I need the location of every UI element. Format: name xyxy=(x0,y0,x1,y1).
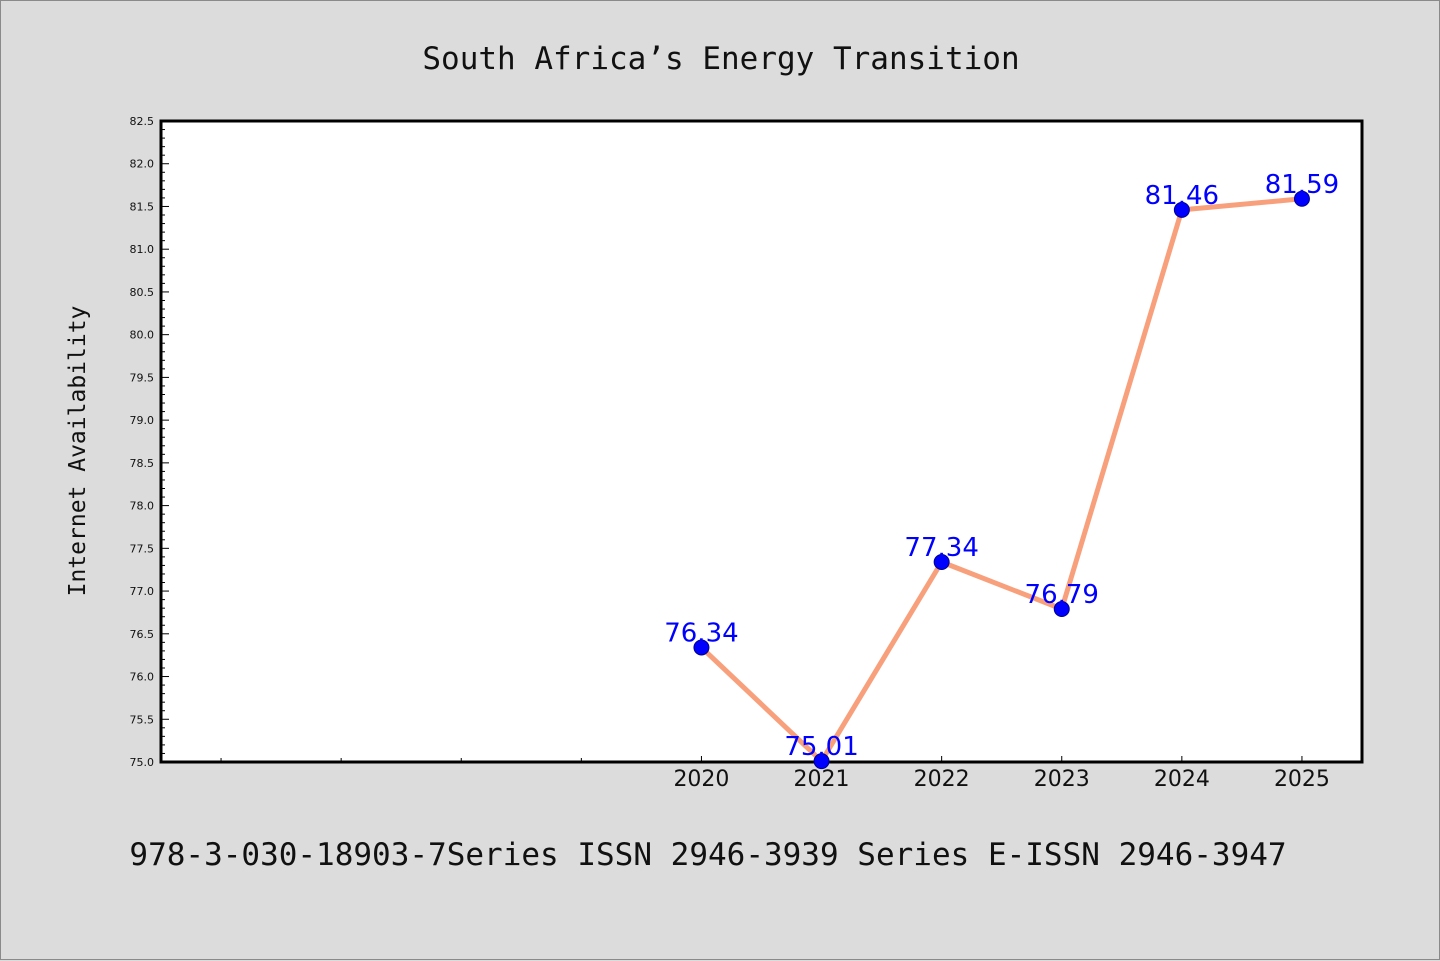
y-axis-label: Internet Availability xyxy=(65,306,91,597)
y-tick-label: 79.5 xyxy=(130,371,155,384)
y-tick-label: 78.5 xyxy=(130,457,155,470)
chart-title: South Africa’s Energy Transition xyxy=(422,41,1019,77)
x-tick-label: 2021 xyxy=(794,767,850,792)
x-tick-label: 2025 xyxy=(1274,767,1330,792)
data-point-marker xyxy=(693,639,710,656)
data-label: 76.79 xyxy=(1025,580,1099,610)
data-point-marker xyxy=(1293,190,1310,207)
data-label: 76.34 xyxy=(664,618,738,648)
data-point-marker xyxy=(1053,601,1070,618)
x-tick-label: 2020 xyxy=(673,767,729,792)
data-point-marker xyxy=(1173,201,1190,218)
data-label: 75.01 xyxy=(784,732,858,762)
x-tick-label: 2023 xyxy=(1034,767,1090,792)
plot-area xyxy=(159,119,1364,764)
series-line xyxy=(698,196,1305,764)
x-tick-label: 2022 xyxy=(914,767,970,792)
y-tick-label: 82.5 xyxy=(130,115,155,128)
y-tick-label: 81.5 xyxy=(130,200,155,213)
y-axis-ticks: 75.0 75.5 76.0 76.5 77.0 77.5 78.0 78.5 79.0 79.5… xyxy=(130,115,169,769)
x-axis-ticks: 2020 2021 2022 2023 2024 2025 xyxy=(220,756,1330,792)
data-point-marker xyxy=(933,554,950,571)
data-point-marker xyxy=(813,753,830,770)
data-label: 81.59 xyxy=(1265,170,1339,200)
footer-text: 978-3-030-18903-7Series ISSN 2946-3939 S… xyxy=(129,837,1286,873)
y-tick-label: 75.5 xyxy=(130,713,155,726)
series-line-group: 76.34 75.01 77.34 76.79 81.46 81.59 xyxy=(664,170,1339,770)
y-tick-label: 79.0 xyxy=(130,414,155,427)
y-tick-label: 76.5 xyxy=(130,628,155,641)
y-tick-label: 82.0 xyxy=(130,158,155,171)
x-tick-label: 2024 xyxy=(1154,767,1210,792)
y-tick-label: 80.0 xyxy=(130,329,155,342)
data-label: 77.34 xyxy=(904,533,978,563)
y-tick-label: 80.5 xyxy=(130,286,155,299)
data-label: 81.46 xyxy=(1145,181,1219,211)
y-tick-label: 78.0 xyxy=(130,500,155,513)
y-tick-label: 81.0 xyxy=(130,243,155,256)
y-tick-label: 75.0 xyxy=(130,756,155,769)
y-tick-label: 77.0 xyxy=(130,585,155,598)
y-tick-label: 76.0 xyxy=(130,671,155,684)
y-tick-label: 77.5 xyxy=(130,542,155,555)
